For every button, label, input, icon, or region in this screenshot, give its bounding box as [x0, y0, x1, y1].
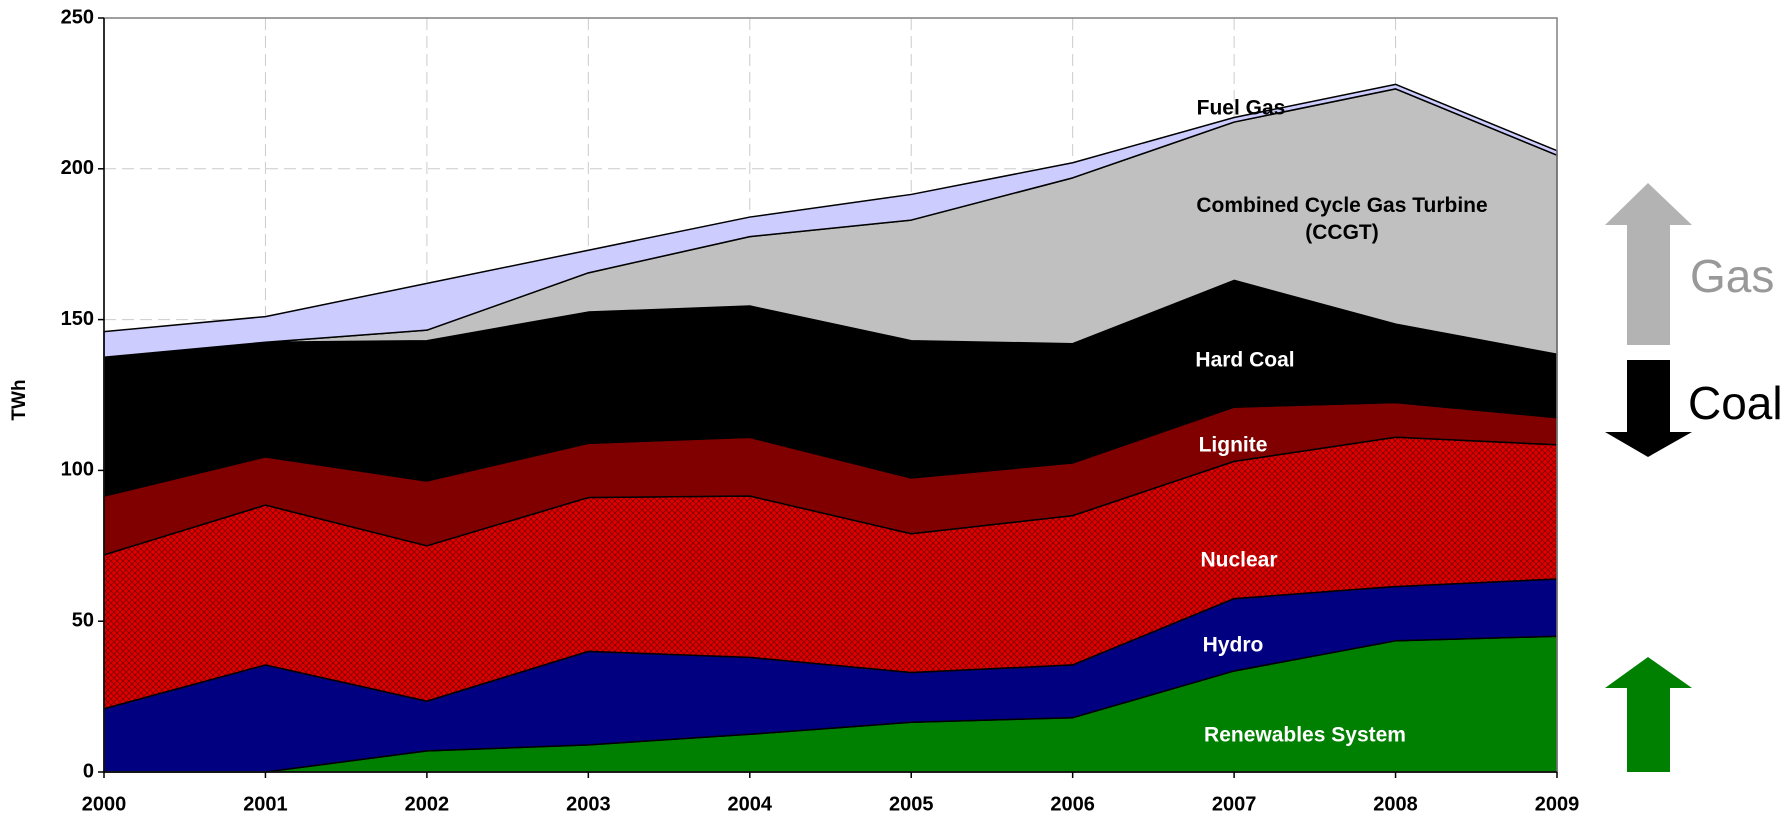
plot — [103, 17, 1558, 773]
x-tick-label: 2008 — [1373, 793, 1418, 815]
annotation: Gas — [1690, 250, 1774, 302]
y-tick-label: 250 — [61, 6, 94, 28]
series-label: Nuclear — [1200, 548, 1278, 572]
y-tick-label: 200 — [61, 157, 94, 179]
series-label: Hard Coal — [1195, 348, 1295, 372]
x-tick-label: 2002 — [405, 793, 450, 815]
y-axis-title: TWh — [9, 379, 30, 420]
x-tick-label: 2004 — [728, 793, 773, 815]
x-tick-label: 2009 — [1535, 793, 1580, 815]
y-tick-label: 0 — [83, 760, 94, 782]
y-tick-label: 100 — [61, 459, 94, 481]
series-label: Renewables System — [1204, 723, 1406, 747]
x-tick-label: 2000 — [82, 793, 127, 815]
annotation: Coal — [1688, 377, 1783, 429]
x-tick-label: 2001 — [243, 793, 288, 815]
y-tick-label: 150 — [61, 308, 94, 330]
series-label: Combined Cycle Gas Turbine (CCGT) — [1196, 194, 1488, 244]
series-label: Hydro — [1202, 633, 1264, 657]
y-tick-label: 50 — [72, 609, 94, 631]
renewables-arrow — [1605, 657, 1692, 772]
gas-arrow — [1605, 183, 1692, 345]
series-label: Lignite — [1198, 433, 1268, 457]
x-tick-label: 2005 — [889, 793, 934, 815]
x-tick-label: 2003 — [566, 793, 611, 815]
x-tick-label: 2007 — [1212, 793, 1257, 815]
series-label: Fuel Gas — [1196, 96, 1286, 120]
x-tick-label: 2006 — [1050, 793, 1095, 815]
coal-arrow — [1605, 360, 1692, 457]
